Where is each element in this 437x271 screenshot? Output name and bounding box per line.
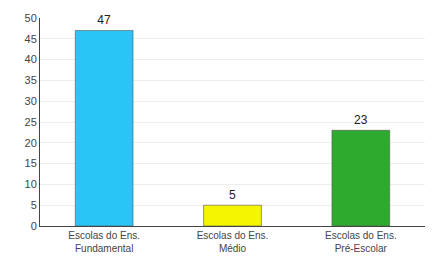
svg-text:Escolas do Ens.Médio: Escolas do Ens.Médio xyxy=(197,230,269,254)
svg-text:50: 50 xyxy=(25,12,37,24)
svg-text:30: 30 xyxy=(25,95,37,107)
svg-text:40: 40 xyxy=(25,53,37,65)
svg-text:47: 47 xyxy=(97,13,111,27)
svg-text:45: 45 xyxy=(25,33,37,45)
svg-text:0: 0 xyxy=(31,220,37,232)
svg-text:5: 5 xyxy=(31,199,37,211)
svg-text:20: 20 xyxy=(25,137,37,149)
svg-text:Escolas do Ens.Pré-Escolar: Escolas do Ens.Pré-Escolar xyxy=(325,230,397,254)
svg-text:Escolas do Ens.Fundamental: Escolas do Ens.Fundamental xyxy=(68,230,140,254)
svg-text:15: 15 xyxy=(25,157,37,169)
svg-text:35: 35 xyxy=(25,74,37,86)
svg-text:25: 25 xyxy=(25,116,37,128)
svg-text:23: 23 xyxy=(354,113,368,127)
svg-text:5: 5 xyxy=(229,188,236,202)
svg-text:10: 10 xyxy=(25,178,37,190)
